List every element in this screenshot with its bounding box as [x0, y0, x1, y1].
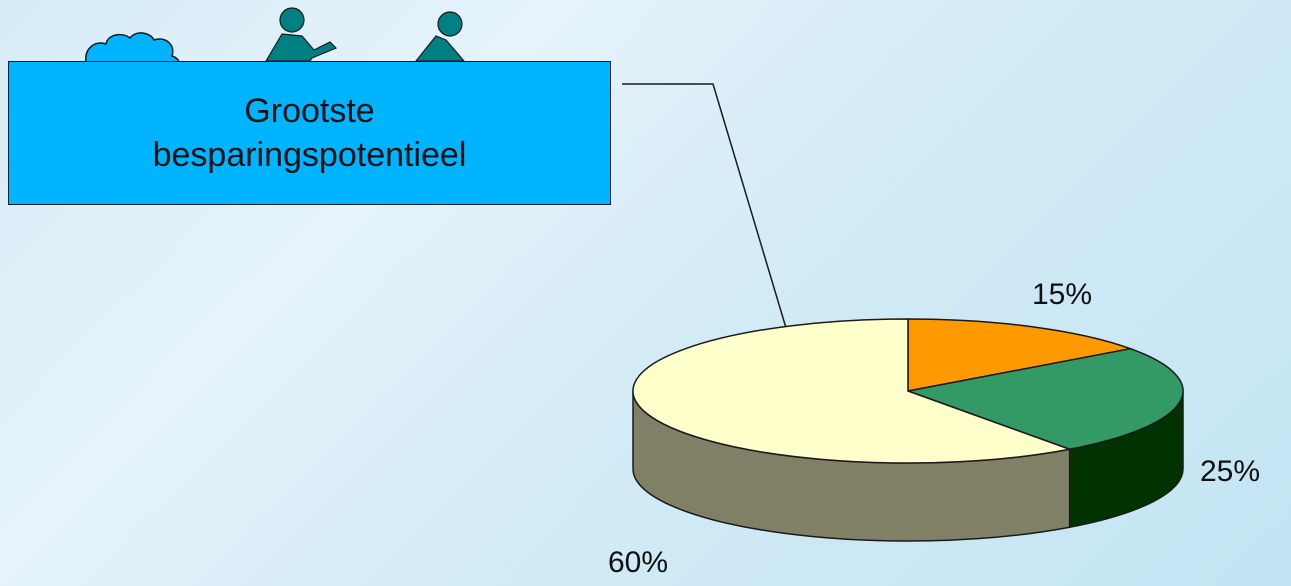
callout-title-line2: besparingspotentieel: [152, 136, 467, 174]
person-pointing-icon: [264, 7, 338, 62]
pie-slice-25: [905, 347, 1184, 451]
callout-box: Grootste besparingspotentieel: [8, 61, 611, 205]
callout-connector-line: [622, 83, 802, 379]
person-icon: [414, 11, 466, 62]
pie-slice-15: [907, 318, 1134, 392]
pie-chart: [632, 318, 1184, 542]
slice-label-25: 25%: [1200, 455, 1261, 488]
slice-label-60: 60%: [608, 546, 669, 579]
slice-label-15: 15%: [1032, 278, 1093, 311]
pie-slice-60: [632, 318, 1073, 464]
callout-title-line1: Grootste: [244, 91, 375, 130]
cloud-icon: [85, 32, 180, 63]
